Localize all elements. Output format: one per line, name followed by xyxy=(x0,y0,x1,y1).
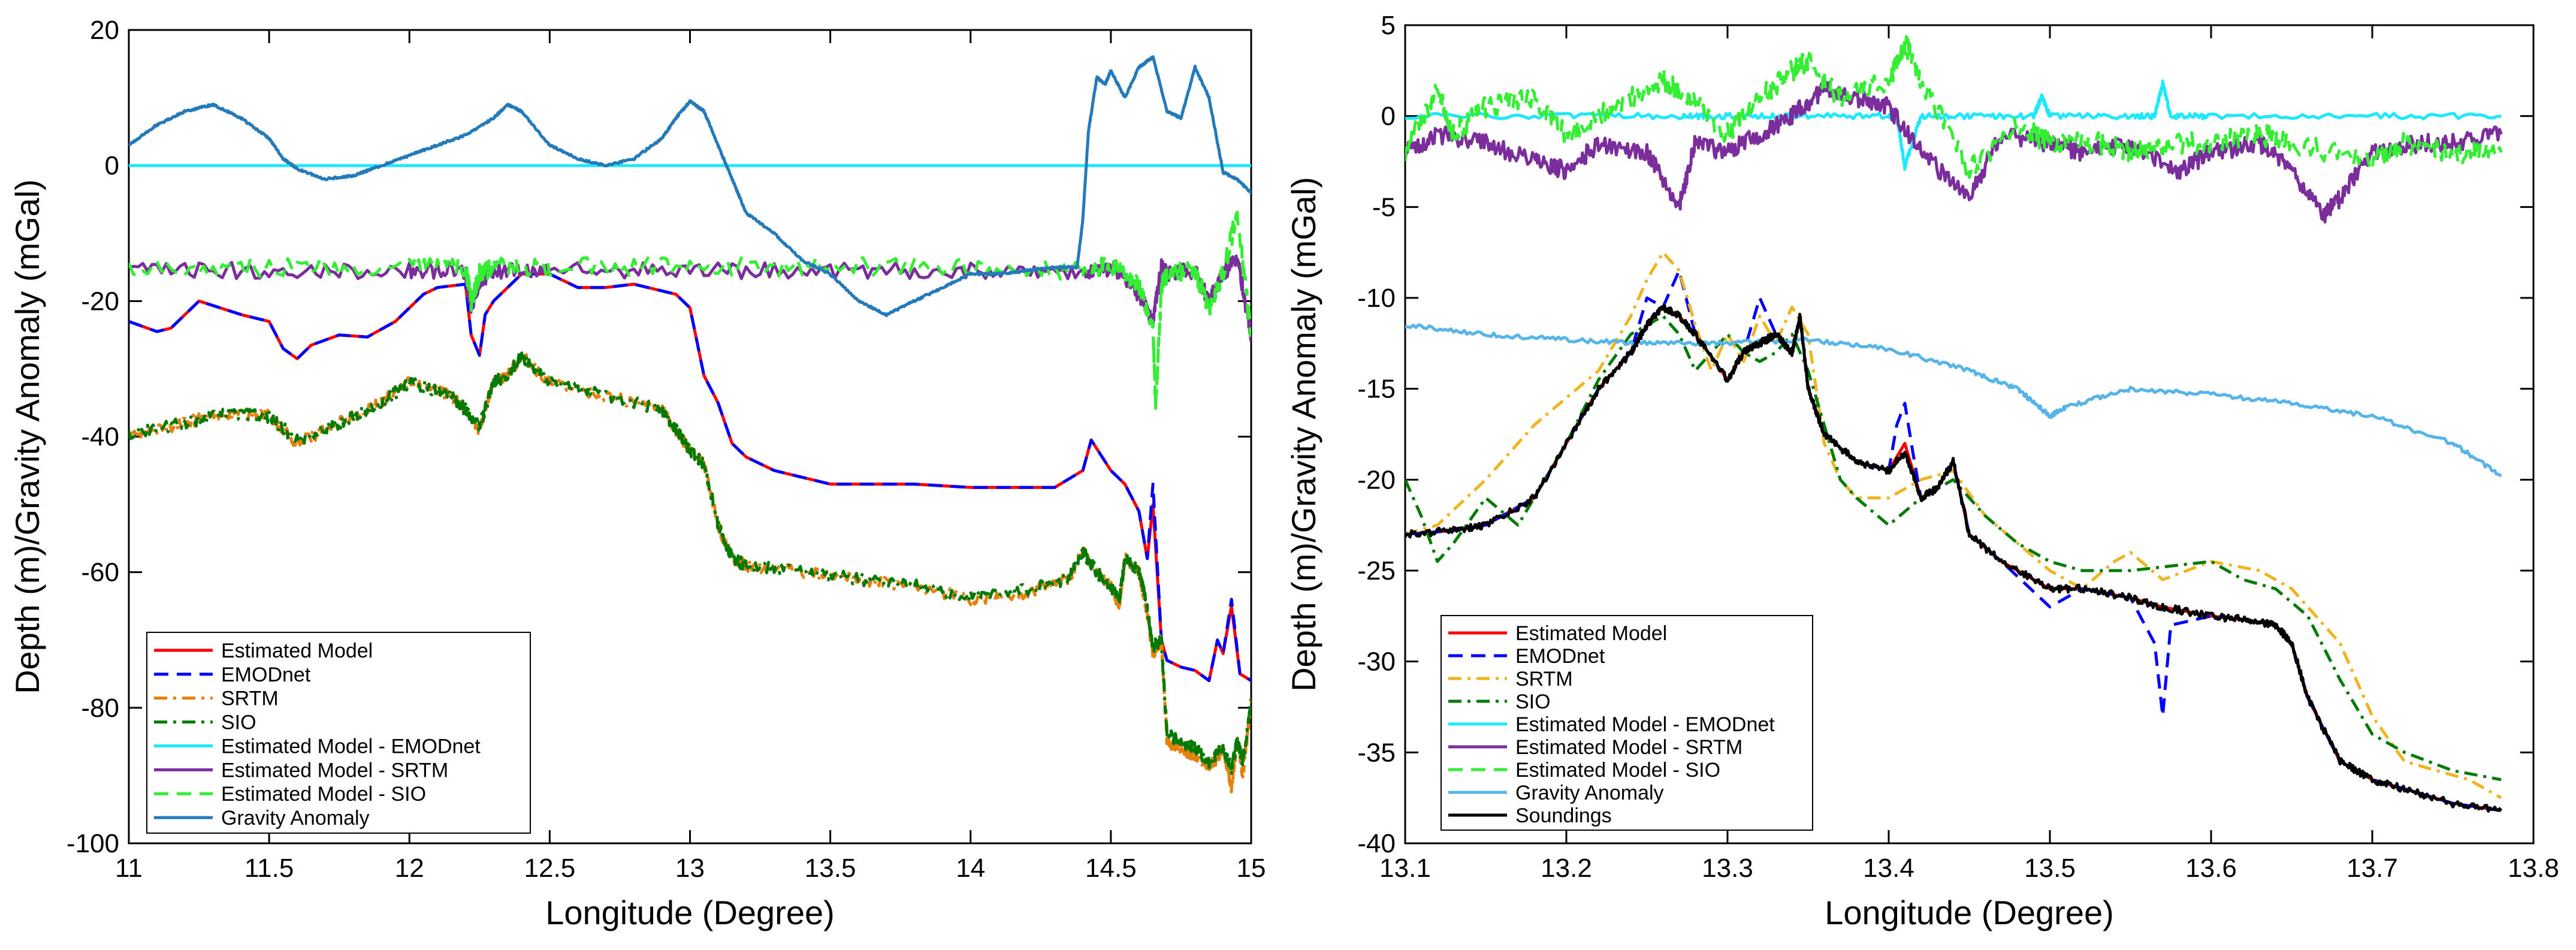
y-tick-label: 0 xyxy=(105,151,119,180)
series-line-estimated-model-sio xyxy=(1405,35,2503,179)
legend-entry-label: Estimated Model xyxy=(1515,622,1667,645)
y-tick-label: -30 xyxy=(1357,647,1396,677)
y-tick-label: -10 xyxy=(1357,284,1396,313)
legend-entry-label: EMODnet xyxy=(221,664,311,686)
x-tick-label: 14.5 xyxy=(1085,854,1137,883)
x-tick-label: 13.5 xyxy=(805,854,856,883)
series-group xyxy=(1405,35,2503,813)
x-tick-label: 13.2 xyxy=(1541,854,1592,883)
x-tick-label: 15 xyxy=(1237,854,1266,883)
y-tick-label: 5 xyxy=(1381,11,1396,40)
y-tick-label: -40 xyxy=(1357,829,1396,858)
legend-entry-label: Estimated Model xyxy=(221,640,373,662)
y-tick-label: -5 xyxy=(1372,192,1396,222)
legend-entry-label: SRTM xyxy=(221,687,279,710)
legend-entry-label: SRTM xyxy=(1515,668,1573,690)
x-tick-label: 12.5 xyxy=(524,854,576,883)
series-line-soundings xyxy=(1405,304,2503,813)
legend-entry-label: Estimated Model - EMODnet xyxy=(221,735,481,758)
series-line-estimated-model-sio xyxy=(129,206,1251,411)
legend-entry-label: Soundings xyxy=(1515,804,1612,827)
series-line-srtm xyxy=(129,351,1251,794)
x-tick-label: 13.8 xyxy=(2508,854,2559,883)
legend-entry-label: Estimated Model - SIO xyxy=(1515,759,1720,782)
x-tick-label: 13.3 xyxy=(1702,854,1753,883)
legend-entry-label: EMODnet xyxy=(1515,645,1605,668)
x-tick-label: 13.4 xyxy=(1863,854,1914,883)
series-line-srtm xyxy=(1405,251,2502,800)
y-tick-label: -35 xyxy=(1357,738,1396,767)
legend-entry-label: Gravity Anomaly xyxy=(1515,782,1664,804)
x-tick-label: 11 xyxy=(115,854,143,883)
x-tick-label: 13.7 xyxy=(2347,854,2398,883)
x-tick-label: 14 xyxy=(956,854,985,883)
y-tick-label: 20 xyxy=(90,16,119,45)
y-tick-label: -60 xyxy=(81,558,119,587)
right-chart: 13.1 13.2 13.3 13.4 13.5 13.6 13.7 13.8 -40 -35 -3… xyxy=(1285,11,2559,931)
legend-entry-label: Estimated Model - SIO xyxy=(221,783,426,806)
legend-box xyxy=(146,632,531,834)
series-line-gravity-anomaly xyxy=(1405,323,2502,478)
legend-entry-label: Estimated Model - SRTM xyxy=(1515,736,1743,759)
x-axis-label: Longitude (Degree) xyxy=(545,894,835,931)
y-axis-label: Depth (m)/Gravity Anomaly (mGal) xyxy=(1285,177,1322,692)
y-tick-label: -15 xyxy=(1357,375,1396,404)
series-line-emodnet xyxy=(129,272,1251,683)
series-group xyxy=(129,55,1251,794)
y-tick-label: -40 xyxy=(81,423,119,452)
y-tick-label: -100 xyxy=(67,829,119,858)
legend-entry-label: SIO xyxy=(221,711,256,734)
left-chart: 11 11.5 12 12.5 13 13.5 14 14.5 15 -100 -80 -60 -40 -… xyxy=(8,16,1266,931)
y-tick-label: -25 xyxy=(1357,556,1396,586)
x-tick-label: 12 xyxy=(395,854,424,883)
x-tick-label: 13.1 xyxy=(1379,854,1431,883)
series-line-estimated-model-srtm xyxy=(1405,80,2503,224)
y-tick-label: -20 xyxy=(81,286,119,316)
legend-entry-label: Estimated Model - EMODnet xyxy=(1515,713,1775,736)
x-tick-label: 13 xyxy=(675,854,705,883)
legend-entry-label: SIO xyxy=(1515,690,1551,713)
y-tick-label: -20 xyxy=(1357,465,1396,494)
y-axis-label: Depth (m)/Gravity Anomaly (mGal) xyxy=(8,179,46,694)
y-tick-label: 0 xyxy=(1381,102,1396,131)
series-line-gravity-anomaly xyxy=(129,55,1251,318)
legend-entry-label: Estimated Model - SRTM xyxy=(221,759,448,782)
x-tick-label: 13.6 xyxy=(2185,854,2237,883)
x-axis-label: Longitude (Degree) xyxy=(1825,894,2114,931)
legend-entry-label: Gravity Anomaly xyxy=(221,807,370,830)
x-tick-label: 11.5 xyxy=(244,854,294,883)
y-tick-label: -80 xyxy=(81,693,119,723)
x-tick-label: 13.5 xyxy=(2024,854,2076,883)
